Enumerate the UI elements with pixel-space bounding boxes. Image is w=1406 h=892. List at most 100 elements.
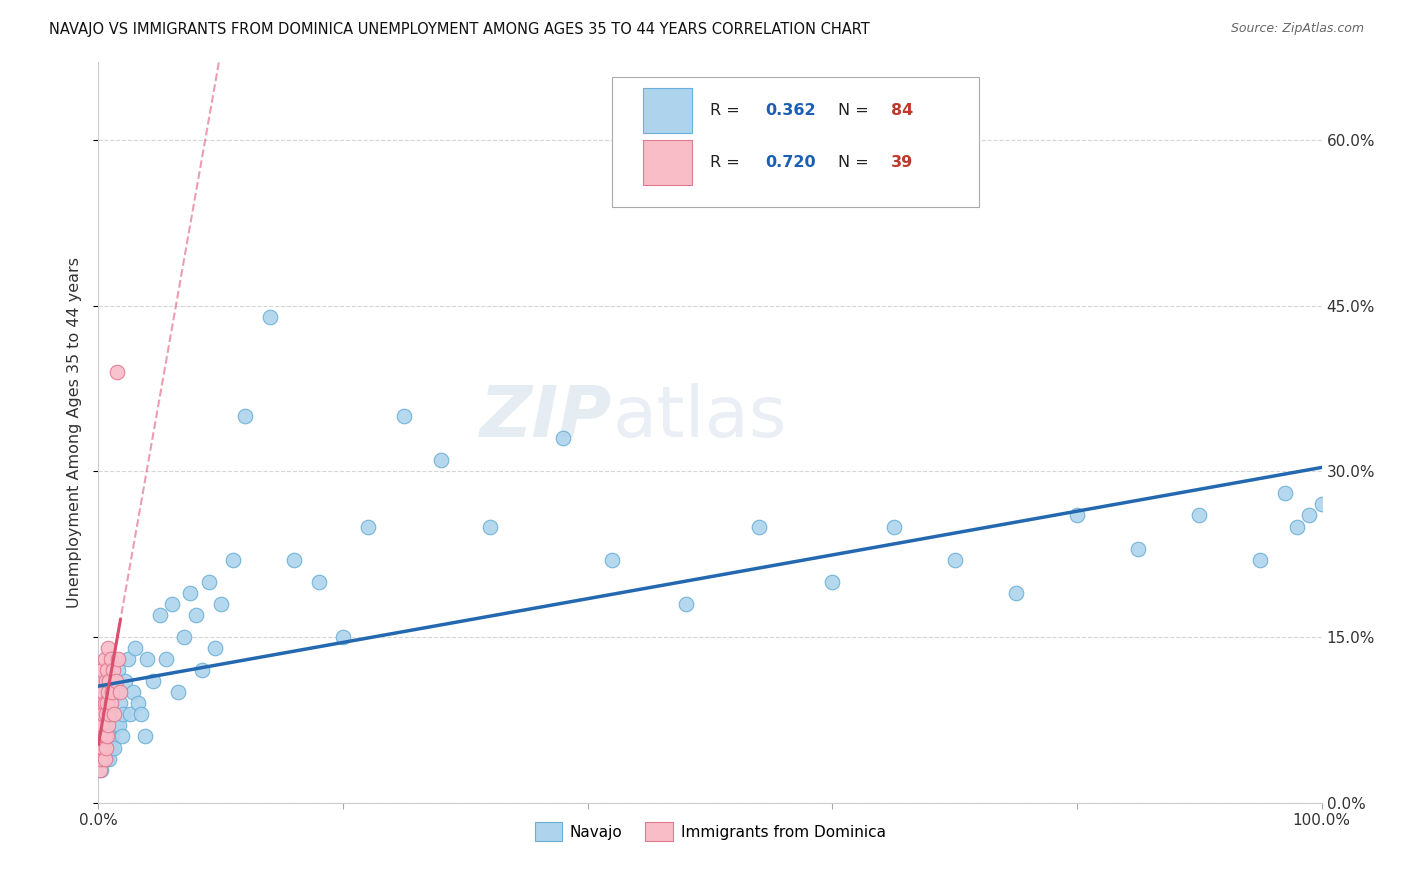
Point: [97, 707, 120, 722]
Point: [93, 751, 115, 765]
Y-axis label: Unemployment Among Ages 35 to 44 years: Unemployment Among Ages 35 to 44 years: [67, 257, 83, 608]
Point: [98, 718, 121, 732]
Point: [93, 697, 115, 711]
Point: [179, 586, 201, 600]
Point: [91, 740, 114, 755]
Point: [308, 574, 330, 589]
Point: [103, 707, 125, 722]
Point: [89, 740, 111, 755]
Text: 39: 39: [891, 155, 914, 169]
Point: [1249, 552, 1271, 566]
Point: [89, 697, 111, 711]
Point: [233, 409, 256, 423]
Point: [96, 730, 118, 744]
Point: [90, 740, 112, 755]
Point: [93, 751, 115, 765]
Text: 0.362: 0.362: [765, 103, 815, 118]
Point: [94, 740, 117, 755]
Point: [93, 730, 115, 744]
Point: [209, 597, 232, 611]
Point: [90, 674, 112, 689]
Text: atlas: atlas: [612, 384, 786, 452]
Point: [91, 718, 114, 732]
Text: 0.720: 0.720: [765, 155, 815, 169]
Point: [191, 663, 214, 677]
Point: [91, 707, 114, 722]
Text: R =: R =: [710, 103, 745, 118]
Point: [89, 718, 111, 732]
Point: [197, 574, 219, 589]
Point: [117, 652, 139, 666]
Point: [89, 751, 111, 765]
Point: [111, 730, 134, 744]
Text: NAVAJO VS IMMIGRANTS FROM DOMINICA UNEMPLOYMENT AMONG AGES 35 TO 44 YEARS CORREL: NAVAJO VS IMMIGRANTS FROM DOMINICA UNEMP…: [49, 22, 870, 37]
FancyBboxPatch shape: [612, 78, 979, 207]
Point: [142, 674, 165, 689]
Text: R =: R =: [710, 155, 745, 169]
Point: [91, 707, 114, 722]
Point: [110, 697, 132, 711]
Point: [107, 663, 129, 677]
Point: [136, 652, 159, 666]
Text: Source: ZipAtlas.com: Source: ZipAtlas.com: [1230, 22, 1364, 36]
Point: [91, 718, 114, 732]
Point: [96, 751, 118, 765]
Point: [155, 652, 177, 666]
Point: [1286, 519, 1309, 533]
Point: [103, 740, 125, 755]
Point: [97, 718, 120, 732]
Point: [1274, 486, 1296, 500]
Point: [392, 409, 416, 423]
Point: [93, 730, 115, 744]
Point: [93, 652, 115, 666]
Point: [94, 674, 117, 689]
Point: [101, 685, 124, 699]
Point: [124, 641, 146, 656]
Point: [204, 641, 226, 656]
Point: [430, 453, 453, 467]
Point: [90, 751, 112, 765]
Point: [186, 607, 208, 622]
Point: [97, 685, 120, 699]
Point: [96, 697, 118, 711]
Point: [110, 685, 132, 699]
Point: [91, 697, 114, 711]
Point: [478, 519, 501, 533]
Point: [105, 365, 128, 379]
Point: [104, 718, 127, 732]
Point: [167, 685, 190, 699]
Point: [1310, 498, 1333, 512]
Point: [149, 607, 172, 622]
Point: [89, 730, 111, 744]
Point: [91, 740, 114, 755]
Point: [100, 652, 122, 666]
Point: [114, 674, 136, 689]
Point: [105, 685, 128, 699]
Point: [100, 740, 122, 755]
Text: N =: N =: [838, 155, 875, 169]
FancyBboxPatch shape: [643, 88, 692, 133]
Point: [91, 663, 114, 677]
Point: [127, 697, 149, 711]
Point: [96, 697, 118, 711]
Point: [101, 707, 124, 722]
Point: [943, 552, 966, 566]
Point: [97, 740, 120, 755]
Point: [120, 707, 142, 722]
Point: [108, 718, 131, 732]
Legend: Navajo, Immigrants from Dominica: Navajo, Immigrants from Dominica: [529, 816, 891, 847]
Point: [100, 697, 122, 711]
FancyBboxPatch shape: [643, 140, 692, 185]
Point: [94, 740, 117, 755]
Point: [100, 697, 122, 711]
Point: [1066, 508, 1088, 523]
Point: [111, 707, 134, 722]
Point: [90, 763, 112, 777]
Point: [89, 763, 111, 777]
Point: [356, 519, 378, 533]
Point: [98, 707, 121, 722]
Point: [129, 707, 152, 722]
Point: [1298, 508, 1320, 523]
Point: [91, 697, 114, 711]
Point: [101, 730, 124, 744]
